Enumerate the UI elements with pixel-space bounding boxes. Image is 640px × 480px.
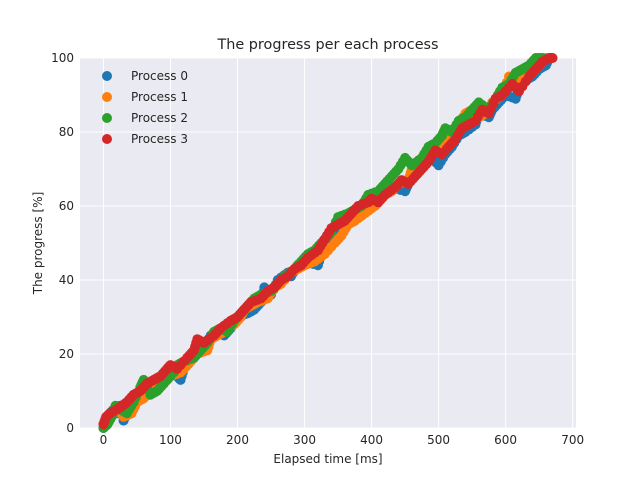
legend-label: Process 0 bbox=[131, 69, 188, 83]
y-tick-label: 60 bbox=[59, 199, 74, 213]
y-tick-labels: 0 20 40 60 80 100 bbox=[51, 51, 74, 435]
legend-label: Process 3 bbox=[131, 132, 188, 146]
x-tick-label: 400 bbox=[360, 433, 383, 447]
y-tick-label: 100 bbox=[51, 51, 74, 65]
series-3 bbox=[98, 53, 558, 430]
x-tick-label: 500 bbox=[427, 433, 450, 447]
x-tick-label: 300 bbox=[293, 433, 316, 447]
legend-marker bbox=[102, 71, 112, 81]
y-axis-label: The progress [%] bbox=[31, 192, 45, 296]
legend-marker bbox=[102, 113, 112, 123]
grid-lines bbox=[80, 57, 576, 429]
legend-marker bbox=[102, 92, 112, 102]
data-points bbox=[98, 53, 558, 433]
x-tick-label: 600 bbox=[494, 433, 517, 447]
legend-label: Process 2 bbox=[131, 111, 188, 125]
x-tick-label: 0 bbox=[100, 433, 108, 447]
y-tick-label: 40 bbox=[59, 273, 74, 287]
legend: Process 0 Process 1 Process 2 Process 3 bbox=[102, 69, 188, 146]
chart-title: The progress per each process bbox=[216, 37, 438, 53]
x-tick-label: 100 bbox=[159, 433, 182, 447]
legend-label: Process 1 bbox=[131, 90, 188, 104]
x-tick-label: 200 bbox=[226, 433, 249, 447]
x-tick-labels: 0 100 200 300 400 500 600 700 bbox=[100, 433, 584, 447]
data-point bbox=[547, 53, 558, 63]
legend-marker bbox=[102, 134, 112, 144]
y-tick-label: 20 bbox=[59, 347, 74, 361]
x-tick-label: 700 bbox=[561, 433, 584, 447]
y-tick-label: 0 bbox=[66, 421, 74, 435]
x-axis-label: Elapsed time [ms] bbox=[273, 452, 382, 466]
y-tick-label: 80 bbox=[59, 125, 74, 139]
